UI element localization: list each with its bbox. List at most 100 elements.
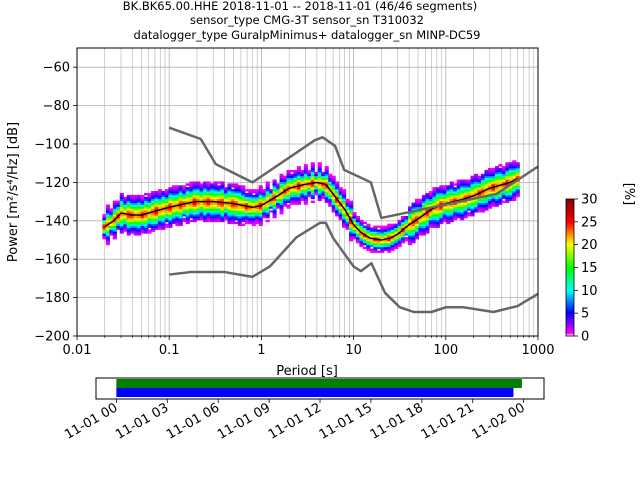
heatmap-cell bbox=[272, 187, 277, 190]
heatmap-cell bbox=[501, 194, 506, 198]
heatmap-cell bbox=[119, 227, 124, 230]
heatmap-cell bbox=[376, 237, 381, 240]
heatmap-cell bbox=[137, 227, 142, 230]
heatmap-cell bbox=[251, 204, 256, 207]
heatmap-cell bbox=[223, 217, 229, 221]
heatmap-cell bbox=[265, 181, 270, 184]
heatmap-cell bbox=[157, 191, 163, 194]
heatmap-cell bbox=[394, 231, 399, 234]
heatmap-cell bbox=[196, 194, 201, 198]
heatmap-cell bbox=[310, 162, 315, 165]
heatmap-cell bbox=[230, 183, 235, 186]
heatmap-cell bbox=[157, 192, 163, 196]
heatmap-cell bbox=[133, 217, 138, 221]
heatmap-cell bbox=[463, 187, 468, 190]
heatmap-cell bbox=[477, 185, 482, 188]
heatmap-cell bbox=[387, 235, 392, 238]
heatmap-cell bbox=[210, 217, 215, 221]
heatmap-cell bbox=[151, 223, 156, 226]
heatmap-cell bbox=[283, 181, 288, 184]
heatmap-cell bbox=[505, 175, 510, 178]
heatmap-cell bbox=[112, 200, 117, 203]
heatmap-cell bbox=[345, 198, 350, 202]
heatmap-cell bbox=[317, 166, 322, 169]
heatmap-cell bbox=[109, 216, 114, 219]
heatmap-cell bbox=[164, 208, 169, 211]
heatmap-cell bbox=[401, 239, 406, 242]
heatmap-cell bbox=[432, 189, 437, 192]
heatmap-cell bbox=[369, 248, 374, 251]
heatmap-cell bbox=[456, 192, 461, 196]
heatmap-cell bbox=[189, 192, 194, 196]
heatmap-cell bbox=[303, 187, 308, 190]
heatmap-cell bbox=[324, 168, 329, 171]
heatmap-cell bbox=[317, 189, 322, 192]
heatmap-cell bbox=[151, 221, 156, 225]
heatmap-cell bbox=[237, 212, 242, 215]
heatmap-cell bbox=[300, 189, 305, 192]
heatmap-cell bbox=[432, 223, 437, 226]
heatmap-cell bbox=[474, 179, 479, 182]
heatmap-cell bbox=[394, 242, 399, 246]
heatmap-cell bbox=[404, 237, 409, 240]
heatmap-cell bbox=[168, 202, 173, 205]
heatmap-cell bbox=[369, 235, 374, 238]
heatmap-cell bbox=[154, 214, 159, 217]
heatmap-cell bbox=[418, 219, 423, 223]
heatmap-cell bbox=[487, 171, 493, 175]
heatmap-cell bbox=[453, 196, 458, 200]
heatmap-cell bbox=[154, 206, 159, 209]
heatmap-cell bbox=[154, 216, 159, 219]
heatmap-cell bbox=[342, 204, 347, 207]
heatmap-cell bbox=[182, 206, 187, 209]
heatmap-cell bbox=[512, 194, 517, 198]
heatmap-cell bbox=[119, 221, 124, 225]
heatmap-cell bbox=[105, 217, 110, 221]
heatmap-cell bbox=[192, 194, 197, 198]
heatmap-cell bbox=[220, 219, 225, 223]
heatmap-cell bbox=[494, 183, 499, 186]
heatmap-cell bbox=[342, 214, 347, 217]
heatmap-cell bbox=[213, 185, 218, 188]
heatmap-cell bbox=[345, 219, 350, 223]
heatmap-cell bbox=[178, 214, 183, 217]
heatmap-cell bbox=[324, 177, 329, 180]
heatmap-cell bbox=[484, 192, 489, 196]
heatmap-cell bbox=[157, 217, 163, 221]
heatmap-cell bbox=[258, 214, 263, 217]
heatmap-cell bbox=[251, 221, 256, 225]
heatmap-cell bbox=[119, 219, 124, 223]
heatmap-cell bbox=[220, 204, 225, 207]
heatmap-cell bbox=[185, 214, 190, 217]
heatmap-cell bbox=[161, 210, 166, 213]
heatmap-cell bbox=[220, 181, 225, 184]
heatmap-cell bbox=[477, 192, 482, 196]
heatmap-cell bbox=[335, 189, 340, 192]
heatmap-cell bbox=[147, 214, 152, 217]
heatmap-cell bbox=[161, 216, 166, 219]
heatmap-cell bbox=[175, 214, 180, 217]
heatmap-cell bbox=[435, 198, 440, 202]
heatmap-cell bbox=[258, 187, 263, 190]
heatmap-cell bbox=[505, 189, 510, 192]
heatmap-cell bbox=[331, 191, 336, 194]
heatmap-cell bbox=[491, 183, 496, 186]
heatmap-cell bbox=[352, 235, 357, 238]
heatmap-cell bbox=[227, 210, 232, 213]
heatmap-cell bbox=[390, 229, 395, 232]
heatmap-cell bbox=[279, 208, 284, 211]
heatmap-cell bbox=[227, 189, 232, 192]
heatmap-cell bbox=[151, 229, 156, 232]
heatmap-cell bbox=[234, 198, 239, 202]
heatmap-cell bbox=[147, 196, 152, 200]
heatmap-cell bbox=[470, 183, 475, 186]
heatmap-cell bbox=[244, 194, 249, 198]
heatmap-cell bbox=[154, 196, 159, 200]
heatmap-cell bbox=[210, 183, 215, 186]
heatmap-cell bbox=[230, 192, 235, 196]
heatmap-cell bbox=[394, 229, 399, 232]
heatmap-cell bbox=[435, 191, 440, 194]
heatmap-cell bbox=[144, 223, 149, 226]
heatmap-cell bbox=[415, 200, 420, 203]
heatmap-cell bbox=[192, 204, 197, 207]
